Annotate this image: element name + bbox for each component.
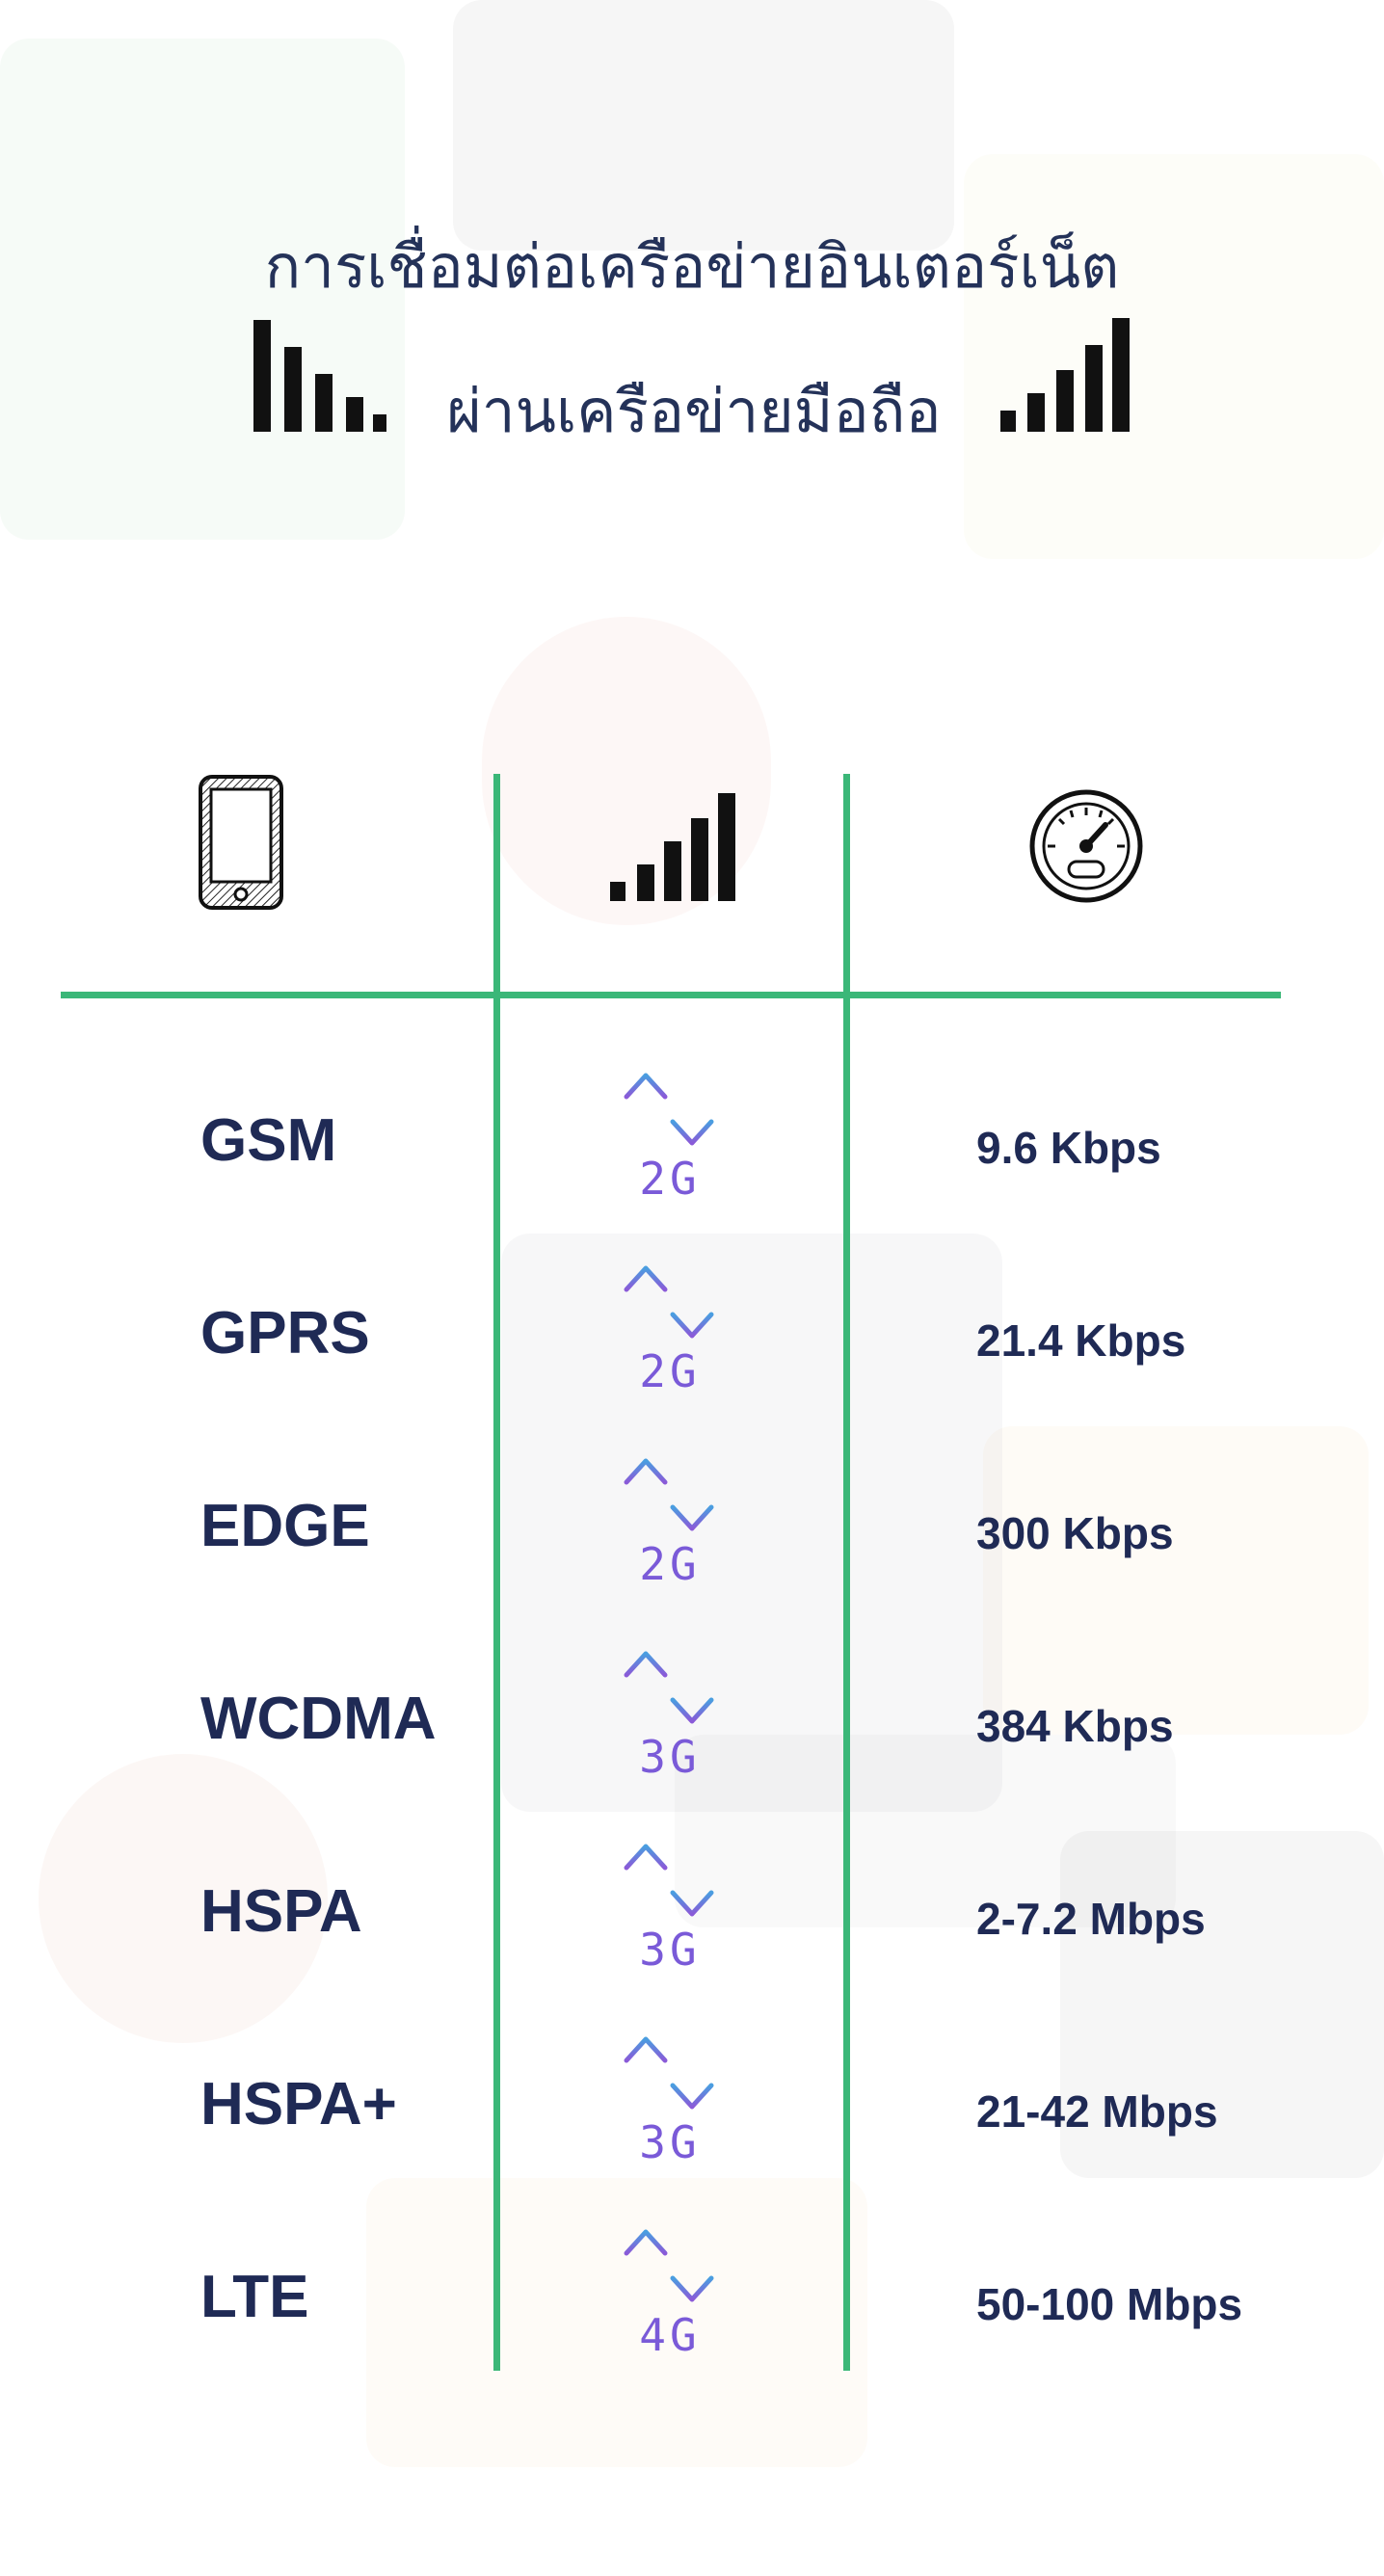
generation-badge: 3G [617,1646,723,1791]
table-row: GSM 2G 9.6 Kbps [0,1068,1384,1241]
table-row: EDGE 2G 300 Kbps [0,1453,1384,1627]
table-row: HSPA 3G 2-7.2 Mbps [0,1839,1384,2012]
speed-value: 300 Kbps [976,1508,1174,1558]
table-row: WCDMA 3G 384 Kbps [0,1646,1384,1819]
technology-label: LTE [200,2264,309,2330]
speed-value: 50-100 Mbps [976,2279,1243,2329]
technology-label: HSPA+ [200,2071,397,2138]
up-down-arrows-icon [624,2225,714,2306]
generation-label: 2G [639,1345,701,1397]
up-down-arrows-icon [624,1069,714,1150]
generation-label: 3G [639,2116,701,2168]
page-title-line1: การเชื่อมต่อเครือข่ายอินเตอร์เน็ต [264,231,1120,302]
generation-label: 2G [639,1153,701,1205]
generation-badge: 3G [617,2032,723,2176]
speed-value: 21-42 Mbps [976,2086,1218,2137]
generation-label: 3G [639,1924,701,1976]
generation-badge: 3G [617,1839,723,1983]
page-title-line2: ผ่านเครือข่ายมือถือ [446,376,942,446]
generation-badge: 4G [617,2224,723,2369]
header-divider [61,992,1281,998]
generation-label: 3G [639,1731,701,1783]
technology-label: GSM [200,1107,337,1174]
up-down-arrows-icon [624,1840,714,1921]
generation-badge: 2G [617,1261,723,1405]
generation-badge: 2G [617,1068,723,1212]
technology-label: EDGE [200,1493,370,1559]
speed-value: 2-7.2 Mbps [976,1894,1206,1944]
column-divider-left [493,774,500,2371]
column-divider-right [843,774,850,2371]
speed-value: 21.4 Kbps [976,1315,1186,1366]
technology-label: GPRS [200,1300,370,1367]
up-down-arrows-icon [624,1647,714,1728]
speed-value: 384 Kbps [976,1701,1174,1751]
generation-label: 2G [639,1538,701,1590]
signal-increasing-icon [1000,318,1130,432]
table-row: GPRS 2G 21.4 Kbps [0,1261,1384,1434]
technology-label: WCDMA [200,1686,437,1752]
table-row: HSPA+ 3G 21-42 Mbps [0,2032,1384,2205]
speed-value: 9.6 Kbps [976,1123,1161,1173]
up-down-arrows-icon [624,1454,714,1535]
up-down-arrows-icon [624,1261,714,1342]
generation-label: 4G [639,2309,701,2361]
up-down-arrows-icon [624,2032,714,2113]
table-row: LTE 4G 50-100 Mbps [0,2224,1384,2398]
smartphone-icon [199,775,283,910]
signal-bars-icon [610,793,735,901]
signal-decreasing-icon [253,320,386,432]
technology-label: HSPA [200,1878,362,1945]
speedometer-icon [1029,789,1143,903]
generation-badge: 2G [617,1453,723,1598]
